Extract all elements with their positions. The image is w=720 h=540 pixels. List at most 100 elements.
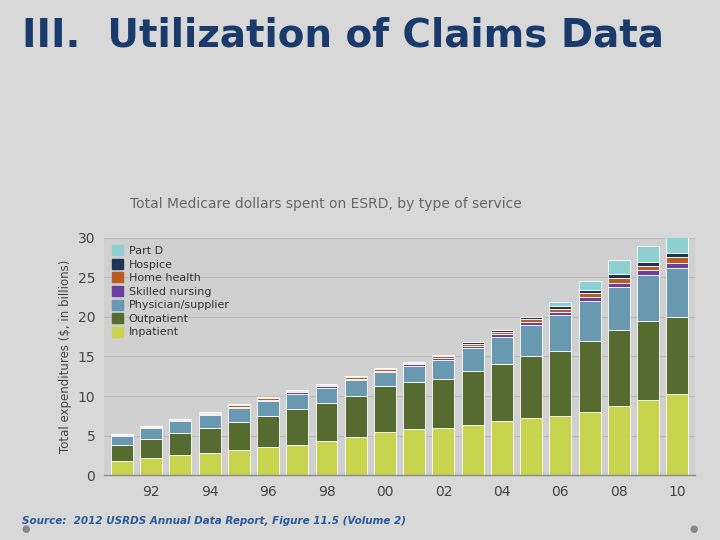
Bar [287,390,308,391]
Bar [199,453,220,475]
Bar [345,396,366,437]
Bar [257,416,279,448]
Bar [666,263,688,268]
Bar [140,426,162,427]
Bar [228,422,250,450]
Bar [666,237,688,253]
Legend: Part D, Hospice, Home health, Skilled nursing, Physician/supplier, Outpatient, I: Part D, Hospice, Home health, Skilled nu… [110,243,232,340]
Bar [608,274,630,278]
Text: Source:  2012 USRDS Annual Data Report, Figure 11.5 (Volume 2): Source: 2012 USRDS Annual Data Report, F… [22,516,405,526]
Bar [374,370,396,372]
Bar [608,283,630,287]
Bar [199,428,220,453]
Bar [608,330,630,406]
Bar [199,415,220,428]
Bar [169,455,192,475]
Bar [579,293,600,298]
Bar [608,260,630,274]
Bar [520,418,542,475]
Bar [257,397,279,398]
Bar [257,398,279,400]
Bar [462,344,484,346]
Bar [520,325,542,356]
Bar [345,377,366,379]
Bar [169,421,192,433]
Bar [111,434,133,435]
Bar [315,441,338,475]
Bar [403,366,426,382]
Bar [374,431,396,475]
Text: Total Medicare dollars spent on ESRD, by type of service: Total Medicare dollars spent on ESRD, by… [130,197,521,211]
Text: III.  Utilization of Claims Data: III. Utilization of Claims Data [22,16,663,54]
Bar [374,369,396,370]
Bar [549,306,571,309]
Bar [491,336,513,365]
Bar [549,315,571,351]
Bar [228,450,250,475]
Bar [228,408,250,422]
Bar [287,409,308,445]
Bar [169,433,192,455]
Text: ●: ● [690,523,698,534]
Bar [579,341,600,412]
Bar [549,312,571,315]
Bar [433,358,454,360]
Bar [403,362,426,363]
Bar [549,302,571,306]
Bar [228,404,250,405]
Bar [491,332,513,334]
Bar [637,275,659,321]
Bar [345,437,366,475]
Bar [111,461,133,475]
Bar [637,266,659,271]
Bar [579,301,600,341]
Bar [666,317,688,394]
Bar [666,268,688,317]
Bar [403,429,426,475]
Bar [228,407,250,408]
Bar [199,413,220,414]
Bar [111,445,133,461]
Bar [637,321,659,400]
Bar [433,355,454,356]
Bar [111,435,133,436]
Bar [374,368,396,369]
Bar [169,420,192,421]
Text: ●: ● [22,523,30,534]
Bar [140,428,162,439]
Bar [257,448,279,475]
Bar [462,426,484,475]
Bar [520,322,542,325]
Bar [462,346,484,348]
Bar [287,394,308,409]
Bar [374,372,396,387]
Bar [579,298,600,301]
Bar [257,400,279,401]
Bar [374,387,396,431]
Bar [637,246,659,262]
Bar [345,376,366,377]
Bar [666,258,688,263]
Bar [403,364,426,366]
Bar [462,348,484,372]
Bar [403,382,426,429]
Bar [433,380,454,428]
Bar [579,281,600,291]
Bar [608,406,630,475]
Bar [345,379,366,380]
Bar [549,309,571,312]
Bar [287,391,308,393]
Bar [140,458,162,475]
Bar [579,412,600,475]
Bar [433,356,454,358]
Bar [579,291,600,293]
Bar [520,317,542,319]
Bar [403,363,426,364]
Bar [549,351,571,416]
Bar [199,414,220,415]
Bar [257,401,279,416]
Bar [491,421,513,475]
Bar [345,380,366,396]
Bar [140,439,162,458]
Bar [462,372,484,426]
